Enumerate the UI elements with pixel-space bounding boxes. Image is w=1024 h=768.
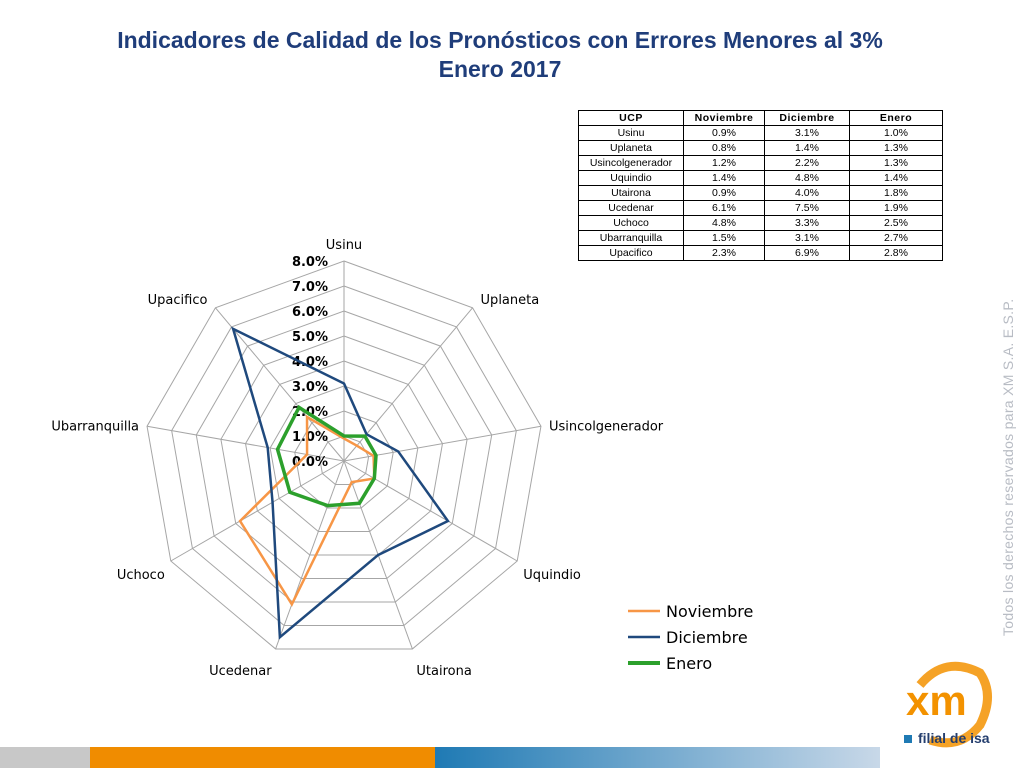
- category-label: Usinu: [326, 238, 362, 253]
- grid-spoke: [146, 425, 345, 462]
- bottom-color-bar: [0, 747, 880, 768]
- table-row: Uplaneta 0.8% 1.4% 1.3%: [578, 140, 943, 156]
- grid-ring: [294, 410, 394, 509]
- category-label: Uplaneta: [481, 293, 540, 308]
- table-cell: 2.8%: [849, 245, 943, 261]
- table-cell: Uplaneta: [578, 140, 684, 156]
- category-label: Uchoco: [117, 568, 165, 583]
- xm-logo: xm: [906, 661, 992, 748]
- grid-ring: [146, 260, 542, 650]
- radial-tick-label: 0.0%: [292, 455, 328, 470]
- grid-ring: [171, 285, 517, 626]
- grid-spoke: [275, 460, 345, 650]
- table-cell: 0.8%: [683, 140, 765, 156]
- category-label: Ucedenar: [209, 664, 272, 679]
- title-line-2: Enero 2017: [438, 56, 562, 82]
- radial-tick-label: 5.0%: [292, 330, 328, 345]
- table-cell: 1.2%: [683, 155, 765, 171]
- table-row: Uquindio 1.4% 4.8% 1.4%: [578, 170, 943, 186]
- grid-spoke: [170, 460, 345, 562]
- logo-text: xm: [906, 677, 967, 724]
- grid-ring: [220, 335, 468, 579]
- grid-ring: [244, 360, 444, 556]
- category-label: Ubarranquilla: [51, 419, 139, 434]
- legend-label: Enero: [666, 654, 712, 673]
- grid-spoke: [215, 307, 345, 462]
- legend-label: Diciembre: [666, 628, 748, 647]
- grid-ring: [195, 310, 493, 603]
- grid-ring: [269, 385, 419, 532]
- grid-spoke: [343, 307, 473, 462]
- table-row: Ubarranquilla 1.5% 3.1% 2.7%: [578, 230, 943, 246]
- table-cell: Ubarranquilla: [578, 230, 684, 246]
- category-label: Usincolgenerador: [549, 419, 664, 434]
- radial-tick-label: 8.0%: [292, 255, 328, 270]
- series-line-diciembre: [231, 326, 450, 640]
- table-header-row: UCP Noviembre Diciembre Enero: [578, 110, 943, 126]
- radial-tick-label: 4.0%: [292, 355, 328, 370]
- table-cell: 6.9%: [764, 245, 850, 261]
- bar-blue-segment: [435, 747, 880, 768]
- grid-spoke: [343, 460, 518, 562]
- table-cell: 2.3%: [683, 245, 765, 261]
- table-row: Upacifico 2.3% 6.9% 2.8%: [578, 245, 943, 261]
- radial-tick-label: 6.0%: [292, 305, 328, 320]
- series-line-noviembre: [238, 414, 376, 607]
- radial-tick-label: 1.0%: [292, 430, 328, 445]
- logo-subtitle: filial de isa: [918, 730, 990, 746]
- legend-label: Noviembre: [666, 602, 753, 621]
- table-cell: Usincolgenerador: [578, 155, 684, 171]
- radial-tick-label: 7.0%: [292, 280, 328, 295]
- bar-gray-segment: [0, 747, 90, 768]
- table-cell: Upacifico: [578, 245, 684, 261]
- bar-orange-segment: [90, 747, 435, 768]
- title-line-1: Indicadores de Calidad de los Pronóstico…: [117, 27, 883, 53]
- table-cell: Uquindio: [578, 170, 684, 186]
- series-line-enero: [275, 404, 378, 508]
- table-body: Usinu 0.9% 3.1% 1.0% Uplaneta 0.8% 1.4% 1.3% Usi…: [578, 125, 943, 261]
- category-label: Upacifico: [148, 293, 208, 308]
- watermark: Todos los derechos reservados para XM S.…: [1000, 298, 1016, 636]
- category-label: Utairona: [416, 664, 471, 679]
- slide-title: Indicadores de Calidad de los Pronóstico…: [0, 26, 1000, 84]
- table-header: Enero: [849, 110, 943, 126]
- radial-tick-label: 3.0%: [292, 380, 328, 395]
- category-label: Uquindio: [523, 568, 581, 583]
- data-table: UCP Noviembre Diciembre Enero Usinu 0.9% 3…: [578, 110, 943, 261]
- filial-square-icon: [904, 735, 912, 743]
